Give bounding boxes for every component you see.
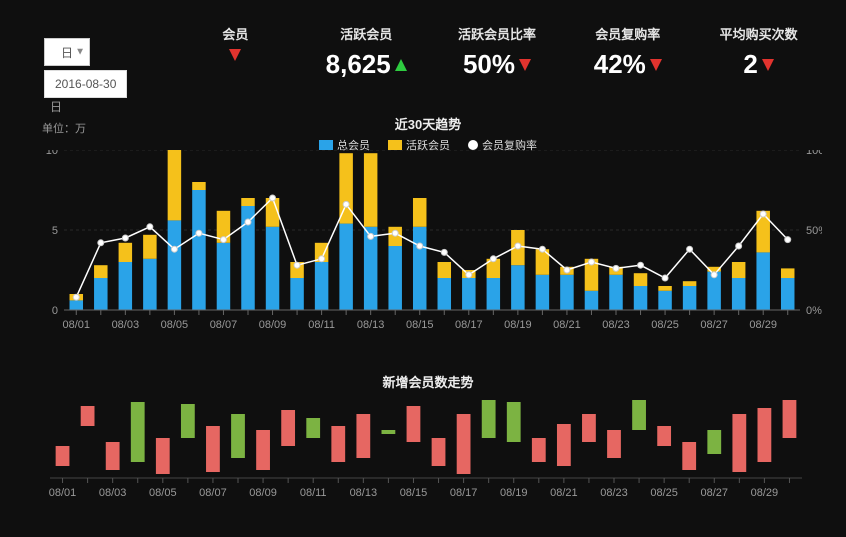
svg-text:08/05: 08/05: [149, 487, 177, 499]
svg-text:08/25: 08/25: [651, 319, 679, 331]
chart2-title: 新增会员数走势: [32, 372, 824, 391]
svg-text:08/19: 08/19: [500, 487, 528, 499]
svg-text:08/23: 08/23: [602, 319, 630, 331]
date-granularity-label: 日: [50, 98, 62, 115]
svg-text:08/01: 08/01: [63, 319, 91, 331]
date-popup[interactable]: 2016-08-30: [44, 70, 127, 98]
svg-text:08/27: 08/27: [700, 319, 728, 331]
metric-value: 50%: [432, 49, 563, 80]
metrics-row: 会员活跃会员 8,625 活跃会员比率 50% 会员复购率 42% 平均购买次数 2: [170, 24, 824, 80]
chart1-title: 近30天趋势: [32, 114, 824, 133]
metric-1: 活跃会员 8,625: [301, 24, 432, 80]
date-selector-label: 日: [61, 44, 73, 61]
metric-label: 平均购买次数: [693, 24, 824, 43]
svg-text:10: 10: [46, 150, 58, 157]
arrow-down-icon: [762, 59, 774, 71]
metric-value-text: 2: [743, 49, 757, 80]
metric-value: 8,625: [301, 49, 432, 80]
arrow-down-icon: [519, 59, 531, 71]
svg-text:08/05: 08/05: [161, 319, 189, 331]
chevron-down-icon: ▼: [75, 47, 85, 58]
arrow-up-icon: [395, 59, 407, 71]
svg-text:5: 5: [52, 225, 58, 237]
metric-value-text: 42%: [594, 49, 646, 80]
svg-text:08/13: 08/13: [357, 319, 385, 331]
svg-text:08/07: 08/07: [210, 319, 238, 331]
metric-4: 平均购买次数 2: [693, 24, 824, 80]
svg-text:100%: 100%: [806, 150, 822, 157]
svg-text:08/25: 08/25: [650, 487, 678, 499]
svg-text:08/11: 08/11: [308, 319, 335, 331]
metric-label: 会员: [170, 24, 301, 43]
chart2-block: 新增会员数走势: [32, 372, 824, 391]
svg-text:08/27: 08/27: [701, 487, 729, 499]
metric-0: 会员: [170, 24, 301, 80]
svg-text:08/15: 08/15: [400, 487, 428, 499]
metric-value: 42%: [562, 49, 693, 80]
svg-text:08/03: 08/03: [99, 487, 127, 499]
svg-text:08/17: 08/17: [455, 319, 483, 331]
svg-text:08/17: 08/17: [450, 487, 478, 499]
metric-3: 会员复购率 42%: [562, 24, 693, 80]
svg-text:08/03: 08/03: [112, 319, 140, 331]
svg-text:08/09: 08/09: [259, 319, 287, 331]
svg-text:08/23: 08/23: [600, 487, 628, 499]
svg-text:08/09: 08/09: [249, 487, 277, 499]
legend-swatch: [319, 140, 333, 150]
metric-value: 2: [693, 49, 824, 80]
svg-text:08/07: 08/07: [199, 487, 227, 499]
svg-text:08/19: 08/19: [504, 319, 532, 331]
svg-text:0: 0: [52, 305, 58, 317]
svg-text:08/13: 08/13: [350, 487, 378, 499]
chart1-svg: 0 0% 5 50% 10 100% 08/01 08/03 08/05 08/07 08/09 08…: [42, 150, 822, 370]
metric-label: 会员复购率: [562, 24, 693, 43]
legend-swatch: [468, 140, 478, 150]
chart2-svg: 08/01 08/03 08/05 08/07 08/09 08/11 08/13 08/15…: [42, 398, 822, 528]
svg-text:0%: 0%: [806, 305, 822, 317]
chart1-block: 近30天趋势 总会员活跃会员会员复购率: [32, 114, 824, 153]
svg-text:08/29: 08/29: [751, 487, 779, 499]
arrow-down-icon: [229, 49, 241, 61]
top-bar: 日 ▼ 2016-08-30 日 会员活跃会员 8,625 活跃会员比率 50% 会员复…: [0, 0, 846, 100]
date-selector[interactable]: 日 ▼: [44, 38, 90, 66]
svg-text:08/01: 08/01: [49, 487, 77, 499]
svg-text:08/21: 08/21: [550, 487, 578, 499]
svg-text:08/29: 08/29: [749, 319, 777, 331]
svg-text:08/15: 08/15: [406, 319, 434, 331]
arrow-down-icon: [650, 59, 662, 71]
svg-text:08/21: 08/21: [553, 319, 581, 331]
metric-label: 活跃会员比率: [432, 24, 563, 43]
metric-value-text: 50%: [463, 49, 515, 80]
metric-value: [170, 49, 301, 61]
metric-label: 活跃会员: [301, 24, 432, 43]
metric-value-text: 8,625: [326, 49, 391, 80]
legend-swatch: [388, 140, 402, 150]
svg-text:08/11: 08/11: [300, 487, 327, 499]
svg-text:50%: 50%: [806, 225, 822, 237]
metric-2: 活跃会员比率 50%: [432, 24, 563, 80]
